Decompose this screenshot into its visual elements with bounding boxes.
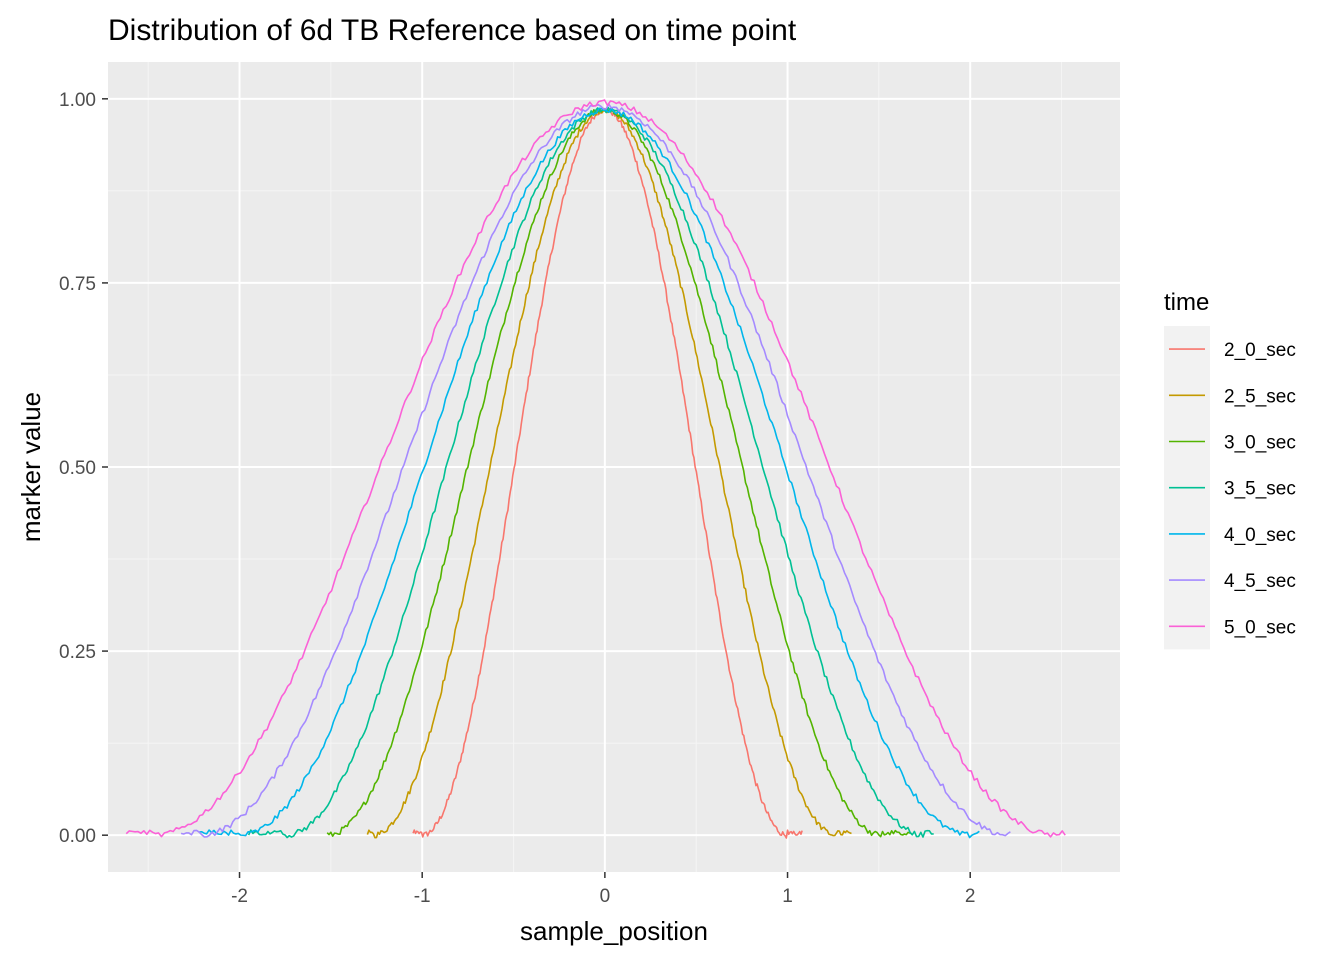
x-tick-label: -1: [414, 886, 431, 907]
legend-title: time: [1164, 289, 1209, 316]
legend-label-2_5_sec: 2_5_sec: [1224, 386, 1296, 407]
series-line-3_0_sec: [326, 108, 913, 838]
series-line-5_0_sec: [125, 99, 1066, 838]
y-tick-label: 0.75: [59, 274, 96, 295]
series-lines: [125, 99, 1066, 839]
x-tick-label: 0: [600, 886, 611, 907]
legend-label-3_5_sec: 3_5_sec: [1224, 479, 1296, 500]
series-line-3_5_sec: [247, 106, 934, 839]
x-tick-label: 1: [782, 886, 793, 907]
legend-label-3_0_sec: 3_0_sec: [1224, 433, 1296, 454]
y-tick-label: 0.00: [59, 826, 96, 847]
legend-label-2_0_sec: 2_0_sec: [1224, 340, 1296, 361]
y-tick-label: 0.50: [59, 458, 96, 479]
x-axis-title: sample_position: [520, 916, 708, 946]
chart-title: Distribution of 6d TB Reference based on…: [108, 14, 797, 47]
y-axis-title: marker value: [16, 392, 46, 542]
series-line-4_0_sec: [199, 107, 980, 839]
y-tick-label: 1.00: [59, 90, 96, 111]
x-tick-label: -2: [231, 886, 248, 907]
y-axis: 0.00 0.25 0.50 0.75 1.00: [59, 90, 108, 847]
legend: time 2_0_sec 2_5_sec 3_0_sec 3_5_sec 4_0_sec…: [1164, 289, 1296, 650]
x-axis: -2 -1 0 1 2: [231, 872, 975, 907]
legend-items: 2_0_sec 2_5_sec 3_0_sec 3_5_sec 4_0_sec 4_5_s…: [1169, 340, 1296, 638]
legend-label-4_5_sec: 4_5_sec: [1224, 571, 1296, 592]
legend-label-5_0_sec: 5_0_sec: [1224, 617, 1296, 638]
y-tick-label: 0.25: [59, 642, 96, 663]
legend-label-4_0_sec: 4_0_sec: [1224, 525, 1296, 546]
major-gridlines: [108, 62, 1120, 872]
x-tick-label: 2: [965, 886, 976, 907]
